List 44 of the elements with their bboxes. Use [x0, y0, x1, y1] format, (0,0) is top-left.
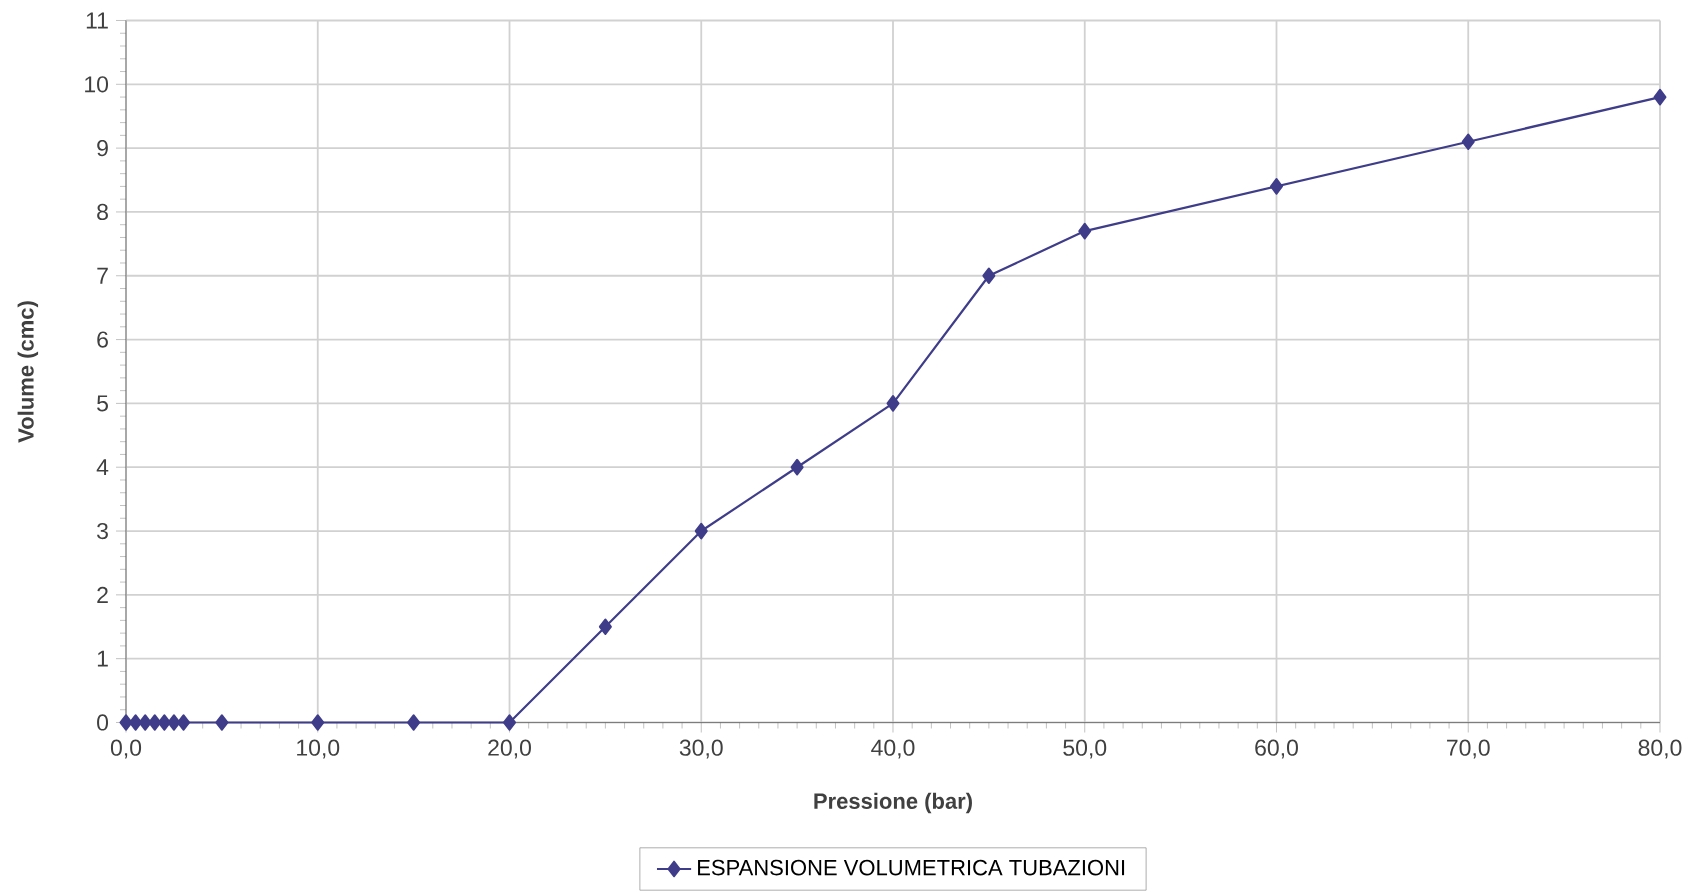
- point: [1461, 133, 1475, 151]
- x-tick-label: 60,0: [1255, 739, 1298, 759]
- point: [311, 714, 325, 731]
- point: [886, 395, 900, 412]
- point: [694, 522, 708, 540]
- x-tick-label: 0,0: [110, 739, 142, 759]
- point: [598, 618, 612, 636]
- y-tick-label: 8: [97, 203, 108, 221]
- point: [1653, 88, 1667, 106]
- legend-label: ESPANSIONE VOLUMETRICA TUBAZIONI: [698, 859, 1125, 876]
- y-tick-label: 11: [86, 12, 108, 29]
- x-tick-label: 70,0: [1447, 739, 1490, 759]
- y-tick-label: 9: [97, 139, 108, 157]
- point: [119, 714, 133, 731]
- x-axis-title: Pressione (bar): [814, 792, 972, 814]
- y-tick-label: 7: [97, 267, 108, 284]
- point: [167, 714, 181, 731]
- point: [503, 714, 516, 731]
- x-tick-label: 20,0: [488, 739, 531, 759]
- y-tick-label: 6: [97, 331, 108, 348]
- x-tick-label: 80,0: [1638, 739, 1682, 759]
- point: [1269, 178, 1283, 195]
- y-tick-label: 1: [97, 650, 108, 667]
- point: [215, 714, 229, 731]
- point: [148, 714, 162, 731]
- y-axis-title: Volume (cmc): [17, 301, 39, 443]
- y-tick-label: 2: [97, 586, 108, 603]
- x-tick-label: 30,0: [679, 739, 723, 759]
- point: [1078, 222, 1092, 240]
- point: [407, 714, 421, 731]
- x-tick-label: 40,0: [871, 739, 915, 759]
- x-tick-label: 10,0: [297, 739, 340, 759]
- y-tick-label: 5: [97, 395, 108, 412]
- y-tick-label: 10: [85, 76, 109, 93]
- point: [790, 458, 804, 476]
- point: [138, 714, 152, 731]
- point: [157, 714, 171, 731]
- y-tick-label: 3: [97, 522, 108, 540]
- point: [982, 267, 996, 285]
- y-tick-label: 0: [97, 714, 109, 731]
- y-tick-label: 4: [96, 459, 109, 476]
- point: [177, 714, 191, 731]
- x-tick-label: 50,0: [1063, 739, 1107, 759]
- point: [129, 714, 143, 731]
